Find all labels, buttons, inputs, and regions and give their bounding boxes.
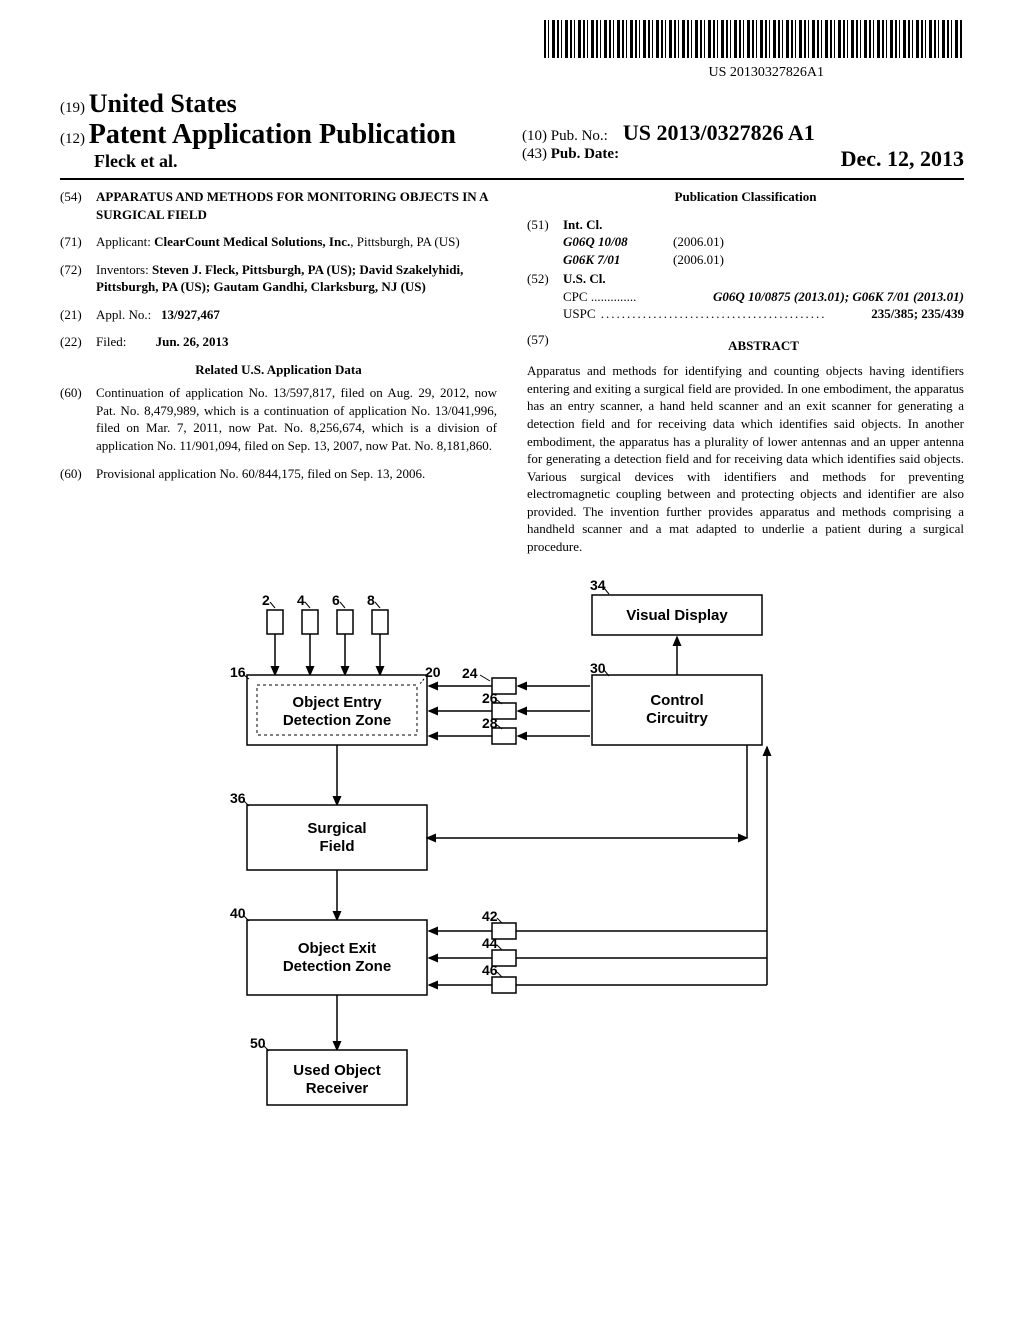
visual-display: Visual Display [626, 607, 728, 624]
barcode-area: US 20130327826A1 [60, 20, 964, 81]
exit-zone-l2: Detection Zone [283, 958, 391, 975]
lbl-42: 42 [482, 908, 498, 924]
pub-no: US 2013/0327826 A1 [623, 120, 815, 145]
provisional-code: (60) [60, 465, 96, 483]
uspc-codes: 235/385; 235/439 [871, 305, 964, 323]
related-data-heading: Related U.S. Application Data [60, 361, 497, 379]
lbl-26: 26 [482, 690, 498, 706]
pub-date: Dec. 12, 2013 [841, 146, 964, 172]
continuation-code: (60) [60, 384, 96, 454]
lbl-6: 6 [332, 592, 340, 608]
lbl-50: 50 [250, 1035, 266, 1051]
filed-code: (22) [60, 333, 96, 351]
applicant-code: (71) [60, 233, 96, 251]
left-column: (54) APPARATUS AND METHODS FOR MONITORIN… [60, 188, 497, 555]
appl-no-label: Appl. No.: [96, 307, 151, 322]
pub-date-code: (43) [522, 146, 547, 172]
lbl-16: 16 [230, 664, 246, 680]
exit-zone-l1: Object Exit [298, 940, 376, 957]
uspc-label: USPC [563, 305, 596, 323]
authors: Fleck et al. [94, 151, 502, 172]
applicant-loc: Pittsburgh, PA (US) [357, 234, 460, 249]
country-code: (19) [60, 100, 85, 116]
right-column: Publication Classification (51) Int. Cl.… [527, 188, 964, 555]
lbl-4: 4 [297, 592, 305, 608]
pub-date-label: Pub. Date: [551, 146, 619, 172]
inventors-label: Inventors: [96, 262, 149, 277]
abstract-text: Apparatus and methods for identifying an… [527, 362, 964, 555]
lbl-44: 44 [482, 935, 498, 951]
body-columns: (54) APPARATUS AND METHODS FOR MONITORIN… [60, 188, 964, 555]
us-cl-label: U.S. Cl. [563, 270, 964, 288]
abstract-code: (57) [527, 331, 563, 361]
country-name: United States [89, 89, 237, 118]
used-obj-l1: Used Object [293, 1062, 381, 1079]
pub-type-code: (12) [60, 131, 85, 147]
appl-no-code: (21) [60, 306, 96, 324]
barcode-text: US 20130327826A1 [60, 65, 964, 81]
int-cl-2-date: (2006.01) [673, 251, 724, 269]
inventors-list: Steven J. Fleck, Pittsburgh, PA (US); Da… [96, 262, 463, 295]
pub-no-code: (10) [522, 128, 547, 144]
entry-zone-l2: Detection Zone [283, 712, 391, 729]
us-cl-code: (52) [527, 270, 563, 323]
pub-no-label: Pub. No.: [551, 128, 608, 144]
lbl-2: 2 [262, 592, 270, 608]
provisional-text: Provisional application No. 60/844,175, … [96, 465, 497, 483]
surgical-l1: Surgical [307, 820, 366, 837]
block-diagram-svg: 2 4 6 8 Object Entry Detection Zone 16 2… [192, 575, 832, 1165]
applicant-name: ClearCount Medical Solutions, Inc. [154, 234, 350, 249]
filed-date: Jun. 26, 2013 [156, 334, 229, 349]
int-cl-1-code: G06Q 10/08 [563, 233, 673, 251]
lbl-8: 8 [367, 592, 375, 608]
lbl-30: 30 [590, 660, 606, 676]
header-block: (19) United States (12) Patent Applicati… [60, 89, 964, 180]
lbl-36: 36 [230, 790, 246, 806]
lbl-20: 20 [425, 664, 441, 680]
lbl-24: 24 [462, 665, 478, 681]
filed-label: Filed: [96, 334, 126, 349]
barcode-graphic [544, 20, 964, 58]
appl-no: 13/927,467 [161, 307, 220, 322]
cpc-codes: G06Q 10/0875 (2013.01); G06K 7/01 (2013.… [713, 289, 964, 304]
cpc-label: CPC [563, 288, 588, 306]
lbl-46: 46 [482, 962, 498, 978]
int-cl-1-date: (2006.01) [673, 233, 724, 251]
pub-type: Patent Application Publication [89, 119, 456, 150]
surgical-l2: Field [319, 838, 354, 855]
inventors-code: (72) [60, 261, 96, 296]
applicant-label: Applicant: [96, 234, 151, 249]
diagram: 2 4 6 8 Object Entry Detection Zone 16 2… [60, 575, 964, 1165]
int-cl-2-code: G06K 7/01 [563, 251, 673, 269]
int-cl-code: (51) [527, 216, 563, 269]
lbl-28: 28 [482, 715, 498, 731]
entry-zone-l1: Object Entry [292, 694, 382, 711]
continuation-text: Continuation of application No. 13/597,8… [96, 384, 497, 454]
used-obj-l2: Receiver [306, 1080, 369, 1097]
control-l2: Circuitry [646, 710, 708, 727]
title-code: (54) [60, 188, 96, 223]
lbl-34: 34 [590, 577, 606, 593]
control-l1: Control [650, 692, 703, 709]
int-cl-label: Int. Cl. [563, 216, 964, 234]
lbl-40: 40 [230, 905, 246, 921]
invention-title: APPARATUS AND METHODS FOR MONITORING OBJ… [96, 188, 497, 223]
abstract-heading: ABSTRACT [563, 337, 964, 355]
classification-heading: Publication Classification [527, 188, 964, 206]
